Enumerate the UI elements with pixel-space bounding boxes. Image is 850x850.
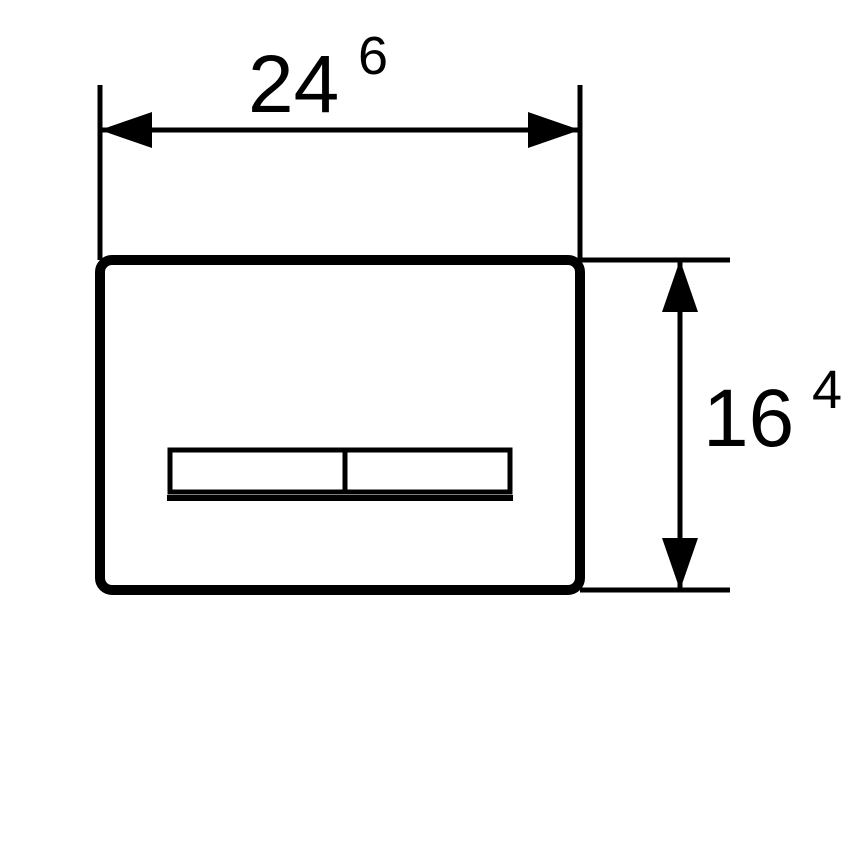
arrow-right-icon	[528, 112, 580, 148]
dim-height-sup: 4	[812, 360, 842, 420]
plate-outline	[100, 260, 580, 590]
flush-button-right	[345, 450, 510, 492]
arrow-up-icon	[662, 260, 698, 312]
dim-height-label: 16	[703, 373, 794, 464]
arrow-down-icon	[662, 538, 698, 590]
dim-width-label: 24	[248, 39, 339, 130]
dim-width-sup: 6	[358, 26, 388, 86]
arrow-left-icon	[100, 112, 152, 148]
flush-button-left	[170, 450, 345, 492]
